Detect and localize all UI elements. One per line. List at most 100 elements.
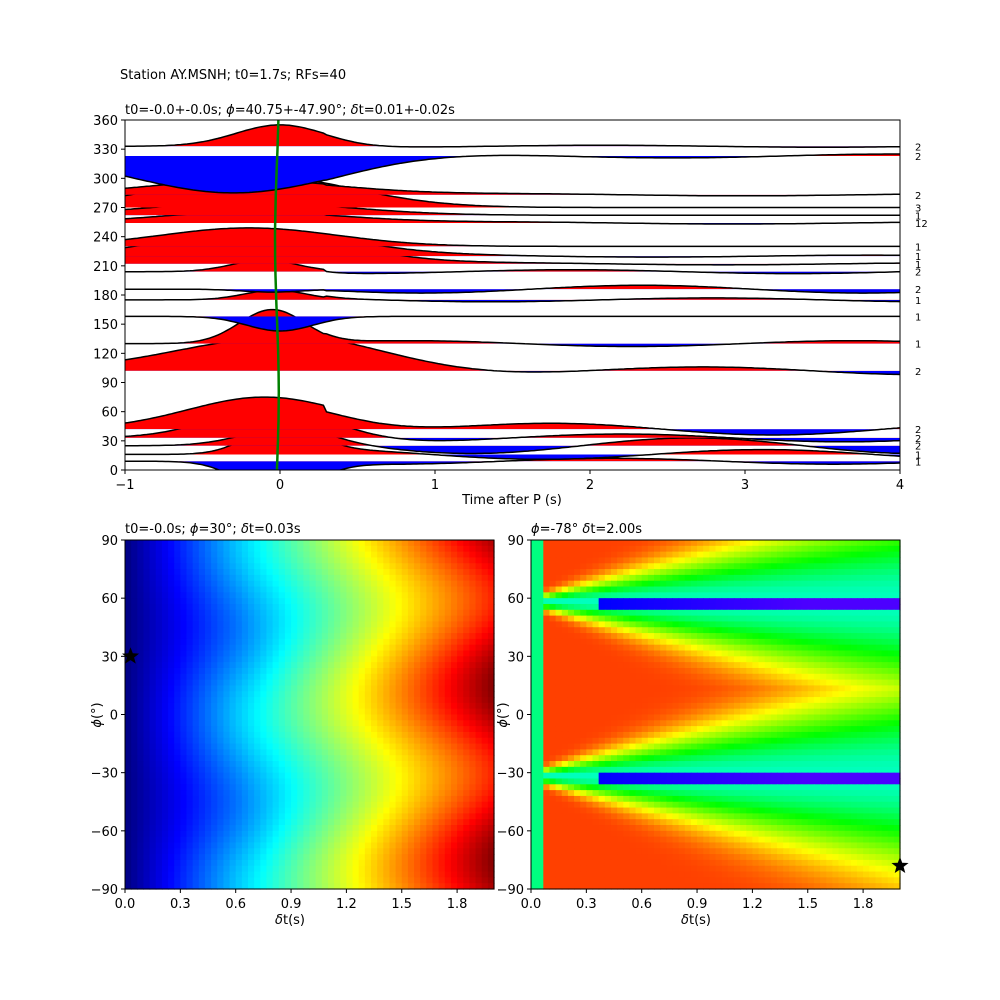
heatmap-cell: [438, 540, 446, 547]
heatmap-cell: [844, 545, 852, 553]
heatmap-cell: [266, 842, 274, 849]
heatmap-cell: [180, 714, 188, 721]
heatmap-cell: [481, 871, 489, 878]
heatmap-cell: [789, 551, 797, 559]
heatmap-cell: [241, 720, 249, 727]
heatmap-cell: [549, 621, 557, 628]
heatmap-cell: [444, 656, 452, 663]
heatmap-cell: [223, 574, 231, 582]
heatmap-cell: [161, 702, 169, 710]
heatmap-cell: [709, 627, 717, 634]
heatmap-cell: [697, 644, 704, 652]
heatmap-cell: [850, 609, 858, 617]
heatmap-cell: [260, 871, 268, 878]
heatmap-cell: [678, 627, 686, 634]
heatmap-cell: [303, 540, 311, 547]
heatmap-cell: [395, 819, 403, 826]
heatmap-cell: [315, 784, 323, 791]
heatmap-cell: [248, 772, 255, 780]
heatmap-cell: [161, 592, 169, 599]
rf-x-label: Time after P (s): [461, 493, 562, 508]
heatmap-cell: [444, 807, 452, 814]
heatmap-cell: [721, 545, 729, 553]
heatmap-cell: [395, 795, 403, 803]
heatmap-cell: [364, 662, 372, 669]
heatmap-cell: [383, 743, 391, 750]
heatmap-cell: [211, 650, 218, 657]
heatmap-cell: [125, 685, 132, 692]
heatmap-cell: [795, 650, 803, 657]
heatmap-cell: [487, 720, 495, 727]
heatmap-cell: [334, 580, 341, 588]
heatmap-cell: [131, 702, 138, 710]
heatmap-cell: [420, 621, 427, 628]
heatmap-cell: [346, 691, 354, 698]
heatmap-cell: [684, 615, 692, 623]
heatmap-cell: [881, 592, 889, 599]
heatmap-cell: [838, 633, 846, 640]
heatmap-cell: [549, 603, 557, 611]
heatmap-cell: [457, 609, 464, 617]
heatmap-cell: [875, 557, 883, 564]
heatmap-cell: [217, 836, 224, 844]
heatmap-cell: [149, 638, 157, 646]
heatmap-cell: [395, 685, 403, 692]
heatmap-cell: [875, 598, 883, 605]
heatmap-cell: [352, 592, 360, 599]
heatmap-cell: [278, 737, 286, 745]
heatmap-cell: [291, 883, 298, 890]
heatmap-cell: [346, 755, 354, 762]
heatmap-cell: [660, 633, 667, 640]
heatmap-cell: [272, 801, 280, 809]
heatmap-cell: [248, 883, 255, 890]
heatmap-cell: [346, 679, 354, 687]
heatmap-cell: [531, 551, 538, 559]
heatmap-cell: [789, 574, 797, 582]
heatmap-cell: [389, 691, 397, 698]
heatmap-cell: [444, 586, 452, 593]
heatmap-cell: [131, 813, 138, 820]
heatmap-cell: [241, 778, 249, 785]
heatmap-cell: [432, 842, 440, 849]
heatmap-cell: [272, 551, 280, 559]
heatmap-cell: [161, 795, 169, 803]
heatmap-cell: [875, 540, 883, 547]
heatmap-cell: [420, 569, 427, 576]
heatmap-cell: [198, 685, 206, 692]
heatmap-cell: [315, 697, 323, 704]
heatmap-cell: [364, 691, 372, 698]
heatmap-cell: [254, 883, 261, 890]
heatmap-cell: [401, 685, 409, 692]
heatmap-cell: [303, 609, 311, 617]
heatmap-cell: [617, 644, 624, 652]
heatmap-cell: [444, 842, 452, 849]
x-tick-label: 3: [741, 478, 749, 493]
heatmap-cell: [168, 859, 175, 867]
heatmap-cell: [321, 766, 329, 774]
heatmap-cell: [746, 615, 753, 623]
heatmap-cell: [358, 830, 366, 838]
heatmap-cell: [358, 574, 366, 582]
x-tick-label: 0.0: [115, 897, 136, 912]
heatmap-cell: [321, 540, 329, 547]
heatmap-cell: [469, 586, 477, 593]
heatmap-cell: [223, 540, 231, 547]
heatmap-cell: [690, 545, 698, 553]
heatmap-cell: [186, 830, 194, 838]
heatmap-cell: [297, 749, 304, 756]
heatmap-cell: [555, 621, 563, 628]
heatmap-cell: [180, 755, 188, 762]
heatmap-cell: [352, 830, 360, 838]
heatmap-cell: [420, 580, 427, 588]
heatmap-cell: [463, 644, 470, 652]
heatmap-cell: [254, 807, 261, 814]
heatmap-cell: [764, 650, 772, 657]
heatmap-cell: [635, 592, 643, 599]
heatmap-cell: [727, 638, 735, 646]
heatmap-cell: [531, 563, 538, 570]
heatmap-cell: [291, 557, 298, 564]
heatmap-cell: [235, 813, 243, 820]
heatmap-cell: [863, 557, 870, 564]
